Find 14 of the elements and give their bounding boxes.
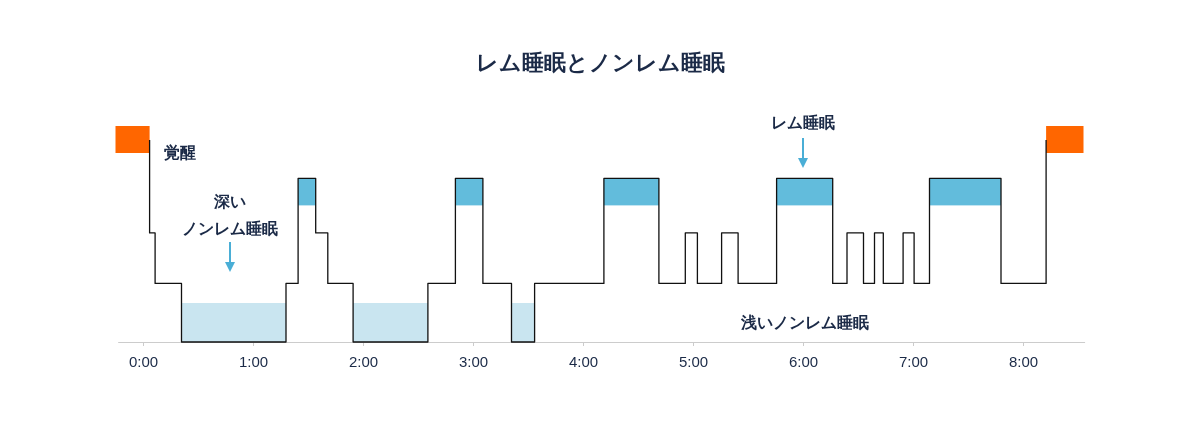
x-tick-label: 1:00 xyxy=(238,353,269,370)
x-tick-label: 6:00 xyxy=(788,353,819,370)
text: レム睡眠 xyxy=(771,113,835,132)
annotation: 深いノンレム睡眠 xyxy=(182,192,278,238)
x-tick-label: 8:00 xyxy=(1008,353,1039,370)
chart-title: レム睡眠とノンレム睡眠 xyxy=(475,50,725,75)
annotation: 覚醒 xyxy=(164,143,196,162)
x-tick-label: 4:00 xyxy=(568,353,599,370)
x-tick-label: 3:00 xyxy=(458,353,489,370)
x-tick-label: 2:00 xyxy=(348,353,379,370)
x-tick-label: 0:00 xyxy=(128,353,159,370)
annotation: 浅いノンレム睡眠 xyxy=(740,313,869,332)
x-tick-label: 5:00 xyxy=(678,353,709,370)
x-tick-label: 7:00 xyxy=(898,353,929,370)
